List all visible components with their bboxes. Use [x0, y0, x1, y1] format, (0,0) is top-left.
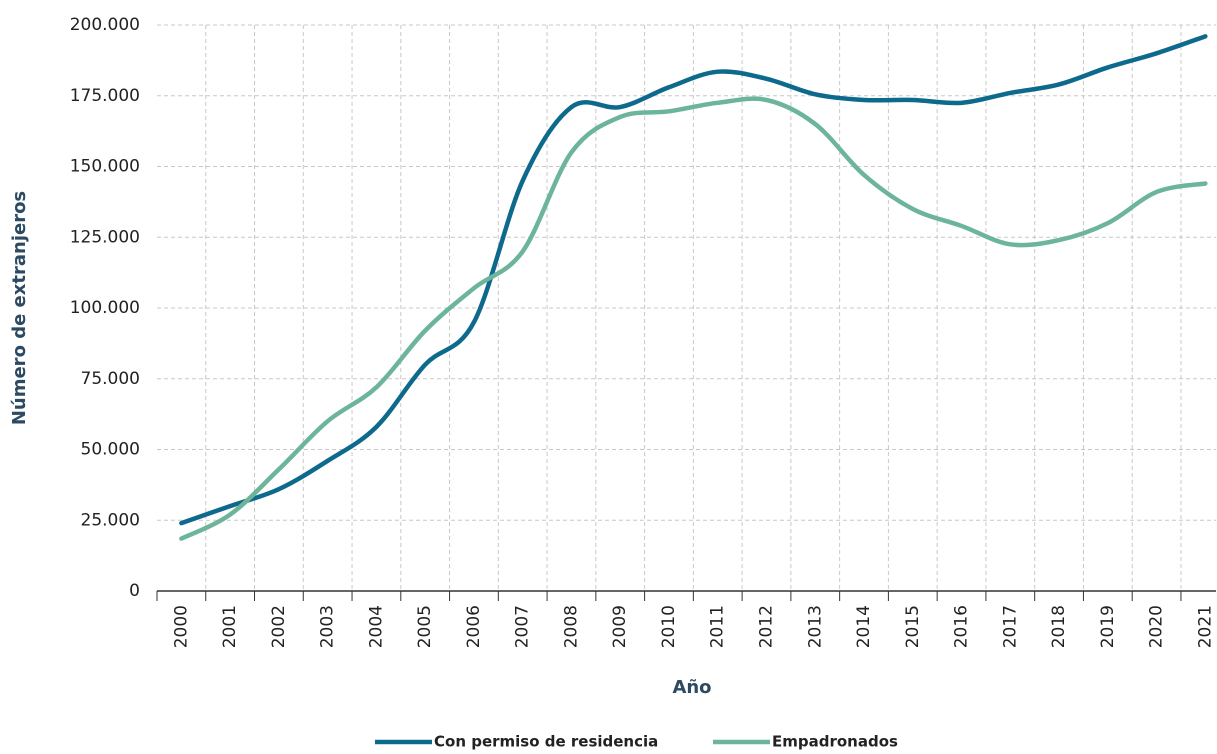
y-axis-title: Número de extranjeros	[9, 191, 30, 425]
x-tick-label: 2006	[464, 605, 484, 648]
y-tick-label: 50.000	[81, 440, 140, 460]
x-tick-label: 2013	[805, 605, 825, 648]
x-tick-label: 2015	[903, 605, 923, 648]
legend-label: Con permiso de residencia	[434, 733, 658, 751]
x-tick-label: 2021	[1195, 605, 1215, 648]
x-tick-label: 2005	[415, 605, 435, 648]
y-tick-label: 125.000	[70, 227, 140, 247]
line-series	[179, 96, 1208, 541]
x-tick-label: 2018	[1049, 605, 1069, 648]
x-tick-label: 2007	[513, 605, 533, 648]
y-tick-label: 0	[129, 581, 140, 601]
x-tick-label: 2020	[1147, 605, 1167, 648]
y-tick-label: 150.000	[70, 157, 140, 177]
y-tick-label: 175.000	[70, 86, 140, 106]
line-series	[179, 34, 1208, 526]
x-tick-label: 2002	[269, 605, 289, 648]
x-tick-label: 2014	[854, 605, 874, 648]
x-axis-title: Año	[672, 677, 711, 698]
legend-label: Empadronados	[772, 733, 898, 751]
x-tick-label: 2000	[171, 605, 191, 648]
x-tick-label: 2019	[1098, 605, 1118, 648]
y-tick-label: 100.000	[70, 298, 140, 318]
x-tick-label: 2008	[561, 605, 581, 648]
y-tick-label: 200.000	[70, 15, 140, 35]
x-tick-label: 2011	[708, 605, 728, 648]
x-tick-label: 2017	[1000, 605, 1020, 648]
x-tick-label: 2010	[659, 605, 679, 648]
x-tick-label: 2004	[366, 605, 386, 648]
y-tick-label: 25.000	[81, 510, 140, 530]
x-tick-label: 2003	[318, 605, 338, 648]
y-tick-label: 75.000	[81, 369, 140, 389]
x-tick-label: 2016	[952, 605, 972, 648]
x-tick-label: 2009	[610, 605, 630, 648]
x-tick-label: 2001	[220, 605, 240, 648]
x-tick-label: 2012	[757, 605, 777, 648]
